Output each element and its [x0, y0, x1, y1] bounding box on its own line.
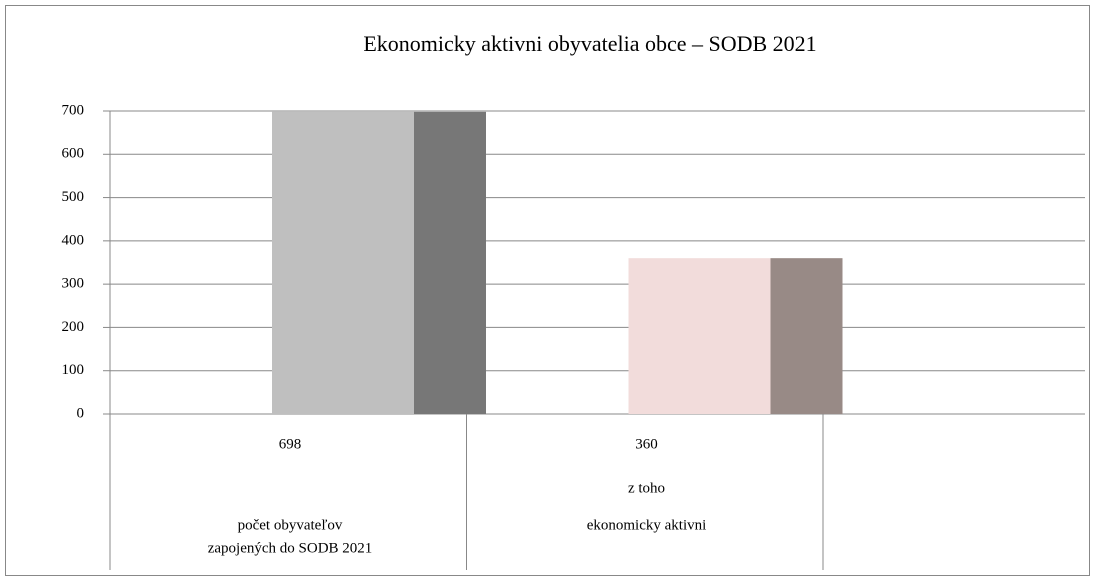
data-label: 360 [635, 436, 658, 452]
y-tick-label: 700 [62, 102, 85, 118]
x-tick-label: ekonomicky aktivni [587, 517, 707, 533]
y-tick-label: 600 [62, 146, 85, 162]
y-tick-label: 300 [62, 276, 85, 292]
x-tick-label: zapojených do SODB 2021 [208, 540, 373, 556]
chart-title: Ekonomicky aktivni obyvatelia obce – SOD… [363, 31, 816, 56]
y-tick-label: 0 [77, 405, 85, 421]
x-tick-label: počet obyvateľov [238, 517, 343, 533]
x-tick-label: z toho [628, 480, 665, 496]
y-tick-label: 400 [62, 232, 85, 248]
data-label: 698 [279, 436, 302, 452]
bar-side [770, 258, 843, 414]
bar-front [272, 111, 414, 414]
bar-front [628, 258, 771, 414]
chart-frame [5, 5, 1090, 576]
y-tick-label: 200 [62, 319, 85, 335]
bar-side [414, 111, 486, 414]
y-tick-label: 500 [62, 189, 85, 205]
y-tick-label: 100 [62, 362, 85, 378]
